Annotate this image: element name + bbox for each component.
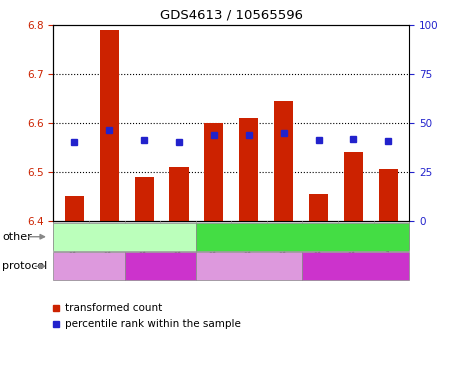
Text: ethanol: ethanol (68, 261, 110, 271)
Title: GDS4613 / 10565596: GDS4613 / 10565596 (160, 8, 303, 21)
Bar (65, 196, 84, 221)
Bar (309, 194, 328, 221)
Bar (134, 177, 154, 221)
Text: percentile rank within the sample: percentile rank within the sample (65, 319, 241, 329)
Bar (274, 101, 293, 221)
Text: ethanol: ethanol (228, 261, 270, 271)
Bar (239, 118, 259, 221)
Bar (379, 169, 398, 221)
Text: control: control (337, 261, 375, 271)
Text: experiment 1: experiment 1 (87, 232, 162, 242)
Text: experiment 2: experiment 2 (265, 232, 340, 242)
Bar (100, 30, 119, 221)
Text: other: other (2, 232, 32, 242)
Bar (169, 167, 189, 221)
Text: protocol: protocol (2, 261, 47, 271)
Bar (204, 123, 224, 221)
Text: transformed count: transformed count (65, 303, 162, 313)
Text: control: control (141, 261, 179, 271)
Bar (344, 152, 363, 221)
